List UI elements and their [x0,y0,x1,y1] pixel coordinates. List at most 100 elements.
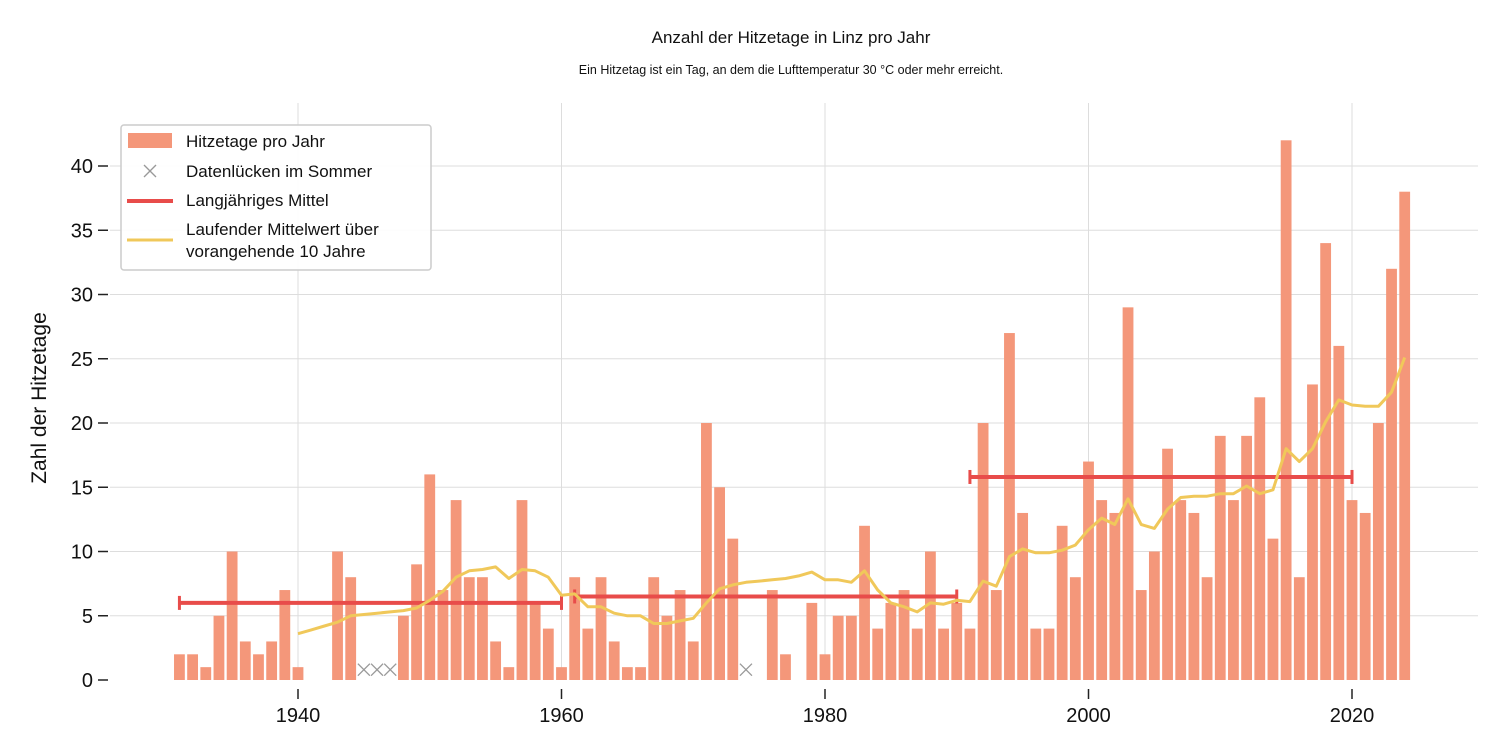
x-tick-label: 2020 [1330,705,1375,727]
data-gap-markers [357,663,753,677]
y-axis-label: Zahl der Hitzetage [28,312,51,484]
y-tick-label: 10 [71,542,93,564]
bar [542,628,554,680]
bar [1293,577,1305,680]
bar [1175,500,1187,680]
bar [990,590,1002,680]
bar [964,628,976,680]
bar [924,551,936,680]
bar [279,590,291,680]
legend-label-rolling-line2: vorangehende 10 Jahre [186,242,366,261]
y-tick-label: 25 [71,349,93,371]
legend-swatch-bars [128,133,172,148]
data-gap-marker-stroke [383,663,397,677]
legend-box [120,124,432,271]
bar [1346,500,1358,680]
bar [1386,268,1397,680]
bar [437,590,449,680]
bar [701,423,712,680]
data-gap-marker [383,663,397,677]
legend-label-rolling-line1: Laufender Mittelwert über [186,220,379,239]
bar [608,641,620,680]
bar [1096,500,1108,680]
bar [1228,500,1239,680]
y-tick-label: 15 [71,477,93,499]
bar [674,590,686,680]
bar [1069,577,1081,680]
bar [1109,512,1121,680]
long-term-mean-segment [968,469,1354,484]
bar [582,628,594,680]
bar [1280,140,1292,681]
bar [174,654,185,680]
bars-group [174,140,1411,681]
bar [1359,512,1371,680]
bar [714,487,726,680]
bar [266,641,278,680]
bar [885,602,897,680]
data-gap-marker-stroke [357,663,371,677]
legend: Hitzetage pro Jahr Datenlücken im Sommer… [120,124,432,271]
bar [200,667,212,680]
data-gap-marker-stroke [370,663,384,677]
bar [1307,384,1318,680]
bar [1148,551,1160,680]
bar [187,654,199,680]
x-tick-label: 1980 [803,705,848,727]
bar [397,615,409,680]
bar [727,538,739,680]
bar [516,500,528,680]
y-tick-label: 30 [71,285,93,307]
bar [1241,435,1253,680]
bar [1030,628,1042,680]
bar [766,590,778,680]
x-tick-label: 1960 [539,705,584,727]
bar [635,667,646,680]
legend-label-bars: Hitzetage pro Jahr [186,132,325,151]
bar [450,500,462,680]
bar [1254,397,1266,680]
bar [1122,307,1134,680]
bar [1135,590,1147,680]
chart-title: Anzahl der Hitzetage in Linz pro Jahr [651,28,931,47]
bar [529,602,541,680]
data-gap-marker [739,663,753,677]
bar [1056,525,1068,680]
bar [332,551,343,680]
axes: 0 5 10 15 20 25 30 35 40 1940 1960 1980 2000 2020 [71,156,1375,727]
legend-label-mean: Langjähriges Mittel [186,191,329,210]
bar [213,615,225,680]
bar [1399,191,1411,680]
chart-subtitle: Ein Hitzetag ist ein Tag, an dem die Luf… [578,63,1004,77]
bar [595,577,607,680]
bar [687,641,699,680]
bar [239,641,251,680]
bar [1201,577,1213,680]
bar [1320,243,1332,680]
bar [1004,333,1015,680]
long-term-mean-lines [177,469,1354,610]
bar [1083,461,1094,680]
bar [345,577,357,680]
bar [845,615,857,680]
legend-swatch-gaps [143,164,157,178]
bar [872,628,884,680]
data-gap-marker-stroke [739,663,753,677]
x-tick-label: 2000 [1066,705,1111,727]
bar [477,577,488,680]
bar [898,590,910,680]
rolling-mean-line [297,356,1407,636]
bar [1043,628,1055,680]
bar [621,667,633,680]
bar [226,551,238,680]
bar [832,615,844,680]
bar [661,615,673,680]
bar [556,667,567,680]
bar [938,628,949,680]
rolling-mean-line-group [297,356,1407,636]
bar [292,667,304,680]
bar [1017,512,1029,680]
y-tick-label: 0 [82,670,93,692]
bar [1162,448,1173,680]
